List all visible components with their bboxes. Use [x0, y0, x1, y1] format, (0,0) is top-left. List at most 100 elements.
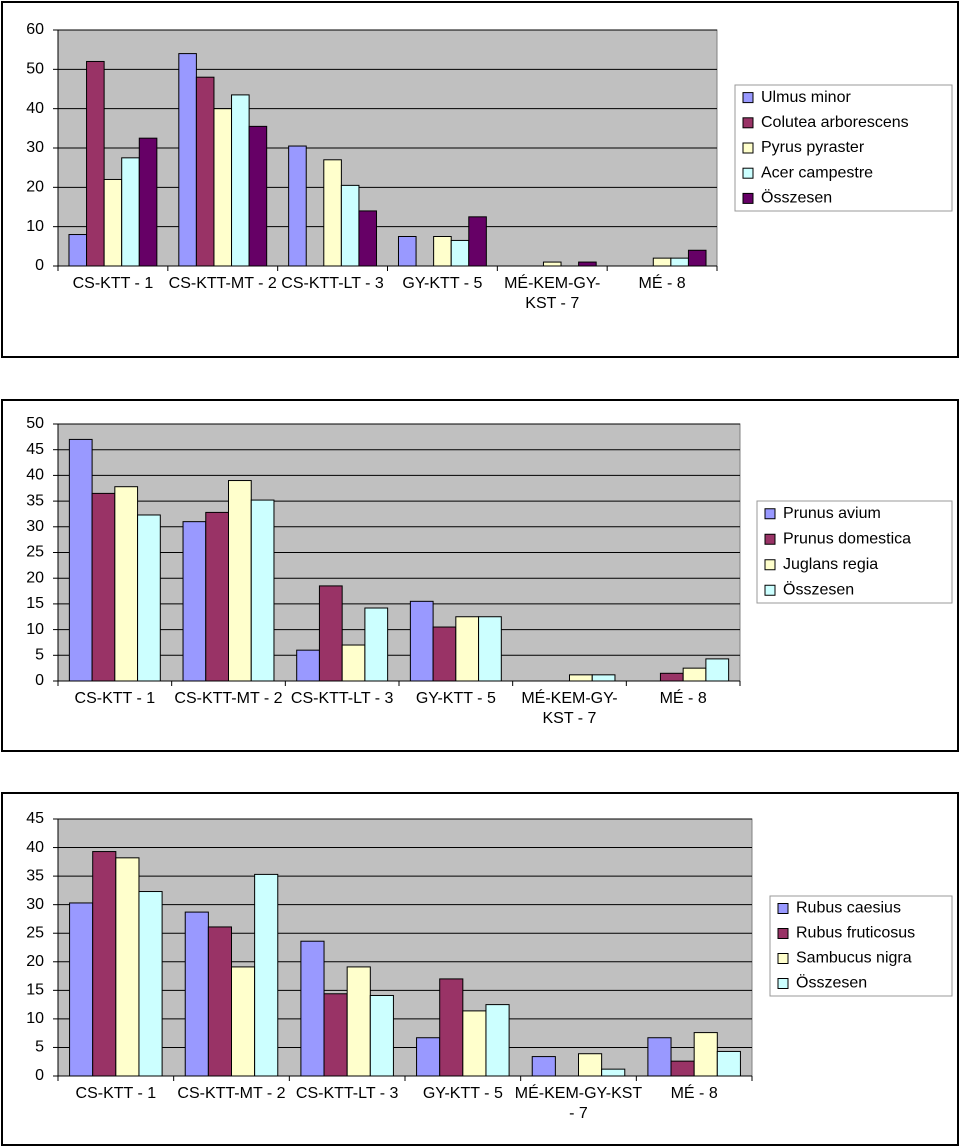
bar [178, 53, 197, 267]
bar [591, 674, 616, 682]
bar [578, 261, 597, 267]
x-tick-label: GY-KTT - 5 [422, 1085, 503, 1102]
y-tick-label: 60 [26, 21, 44, 38]
bar [182, 521, 207, 682]
y-tick-label: 20 [26, 953, 44, 970]
y-tick-label: 45 [26, 441, 44, 458]
legend-swatch [764, 508, 776, 520]
y-tick-label: 5 [35, 647, 44, 664]
y-tick-label: 50 [26, 61, 44, 78]
legend-box [756, 500, 953, 604]
bar [468, 216, 487, 267]
y-tick-label: 0 [35, 672, 44, 689]
bar [346, 966, 371, 1077]
x-tick-label-box: MÉ - 8 [660, 690, 707, 707]
legend-swatch [742, 117, 754, 129]
y-tick-label: 30 [26, 896, 44, 913]
y-tick-label: 20 [26, 179, 44, 196]
bar [248, 125, 268, 267]
legend-swatch [742, 192, 754, 204]
legend-label: Rubus fruticosus [796, 925, 915, 942]
x-tick-label-box: GY-KTT - 5 [422, 1085, 503, 1102]
bar [439, 978, 464, 1077]
bar [121, 157, 140, 267]
x-tick-label-box: CS-KTT - 1 [74, 690, 156, 707]
legend-label: Összesen [783, 580, 854, 598]
bar [68, 438, 93, 682]
bar [86, 60, 105, 267]
bar [531, 1056, 556, 1077]
x-tick-label: CS-KTT-MT - 2 [177, 1085, 286, 1102]
bar [693, 1032, 718, 1077]
bar [205, 511, 229, 682]
legend-swatch [764, 559, 776, 571]
bar [358, 210, 378, 267]
bar [478, 616, 502, 682]
legend-box [734, 84, 953, 212]
legend-swatch [742, 167, 754, 179]
x-tick-label-box: MÉ-KEM-GY-KST - 7 [514, 1085, 643, 1122]
legend-label: Összesen [796, 974, 867, 992]
legend-swatch [777, 928, 789, 939]
legend-swatch [777, 953, 789, 964]
bar [254, 873, 279, 1077]
bar [231, 966, 256, 1077]
legend-label: Rubus caesius [796, 900, 901, 917]
y-tick-label: 5 [35, 1039, 44, 1056]
y-tick-label: 10 [26, 1010, 44, 1027]
legend-swatch [777, 978, 789, 989]
x-tick-label-box: CS-KTT-MT - 2 [168, 275, 277, 292]
x-tick-label: MÉ-KEM-GY-KST - 7 [504, 275, 601, 312]
legend-label: Juglans regia [783, 556, 878, 573]
bar [416, 1037, 441, 1077]
bar [716, 1050, 741, 1077]
bar [652, 257, 672, 267]
legend-label: Összesen [761, 189, 832, 207]
bar [705, 658, 730, 682]
bar [569, 674, 593, 682]
y-tick-label: 30 [26, 518, 44, 535]
legend-box [769, 895, 953, 997]
y-tick-label: 10 [26, 218, 44, 235]
y-tick-label: 40 [26, 839, 44, 856]
bar [670, 257, 689, 267]
x-tick-label: CS-KTT-MT - 2 [174, 690, 283, 707]
x-tick-label-box: MÉ-KEM-GY-KST - 7 [504, 275, 601, 312]
bar [195, 76, 215, 267]
x-tick-label: MÉ-KEM-GY-KST - 7 [521, 690, 618, 727]
bar [542, 261, 562, 267]
bar [114, 486, 139, 682]
bar [578, 1053, 603, 1077]
bar [432, 626, 457, 682]
bar [231, 94, 250, 267]
plot-area [57, 818, 753, 1077]
bar [687, 249, 707, 267]
bar [69, 902, 94, 1077]
bar [207, 926, 233, 1077]
x-tick-label: MÉ-KEM-GY-KST - 7 [514, 1085, 643, 1122]
bar [68, 234, 88, 267]
x-tick-label: CS-KTT-MT - 2 [168, 275, 277, 292]
bar [455, 616, 480, 682]
y-tick-label: 0 [35, 1067, 44, 1084]
bar [138, 137, 158, 267]
bar [115, 857, 140, 1077]
x-tick-label-box: CS-KTT - 1 [73, 275, 154, 292]
y-tick-label: 20 [26, 569, 44, 586]
x-tick-label-box: MÉ - 8 [639, 275, 686, 292]
x-tick-label: CS-KTT - 1 [74, 690, 156, 707]
bar [300, 940, 325, 1077]
bar [184, 911, 209, 1077]
bar [137, 514, 161, 682]
bar [369, 994, 394, 1077]
bar [682, 667, 707, 682]
y-tick-label: 40 [26, 467, 44, 484]
bar [409, 600, 434, 682]
y-tick-label: 15 [26, 595, 44, 612]
bar [340, 184, 360, 267]
bar [92, 851, 117, 1077]
legend-swatch [742, 92, 754, 104]
x-tick-label-box: CS-KTT-LT - 3 [296, 1085, 399, 1102]
